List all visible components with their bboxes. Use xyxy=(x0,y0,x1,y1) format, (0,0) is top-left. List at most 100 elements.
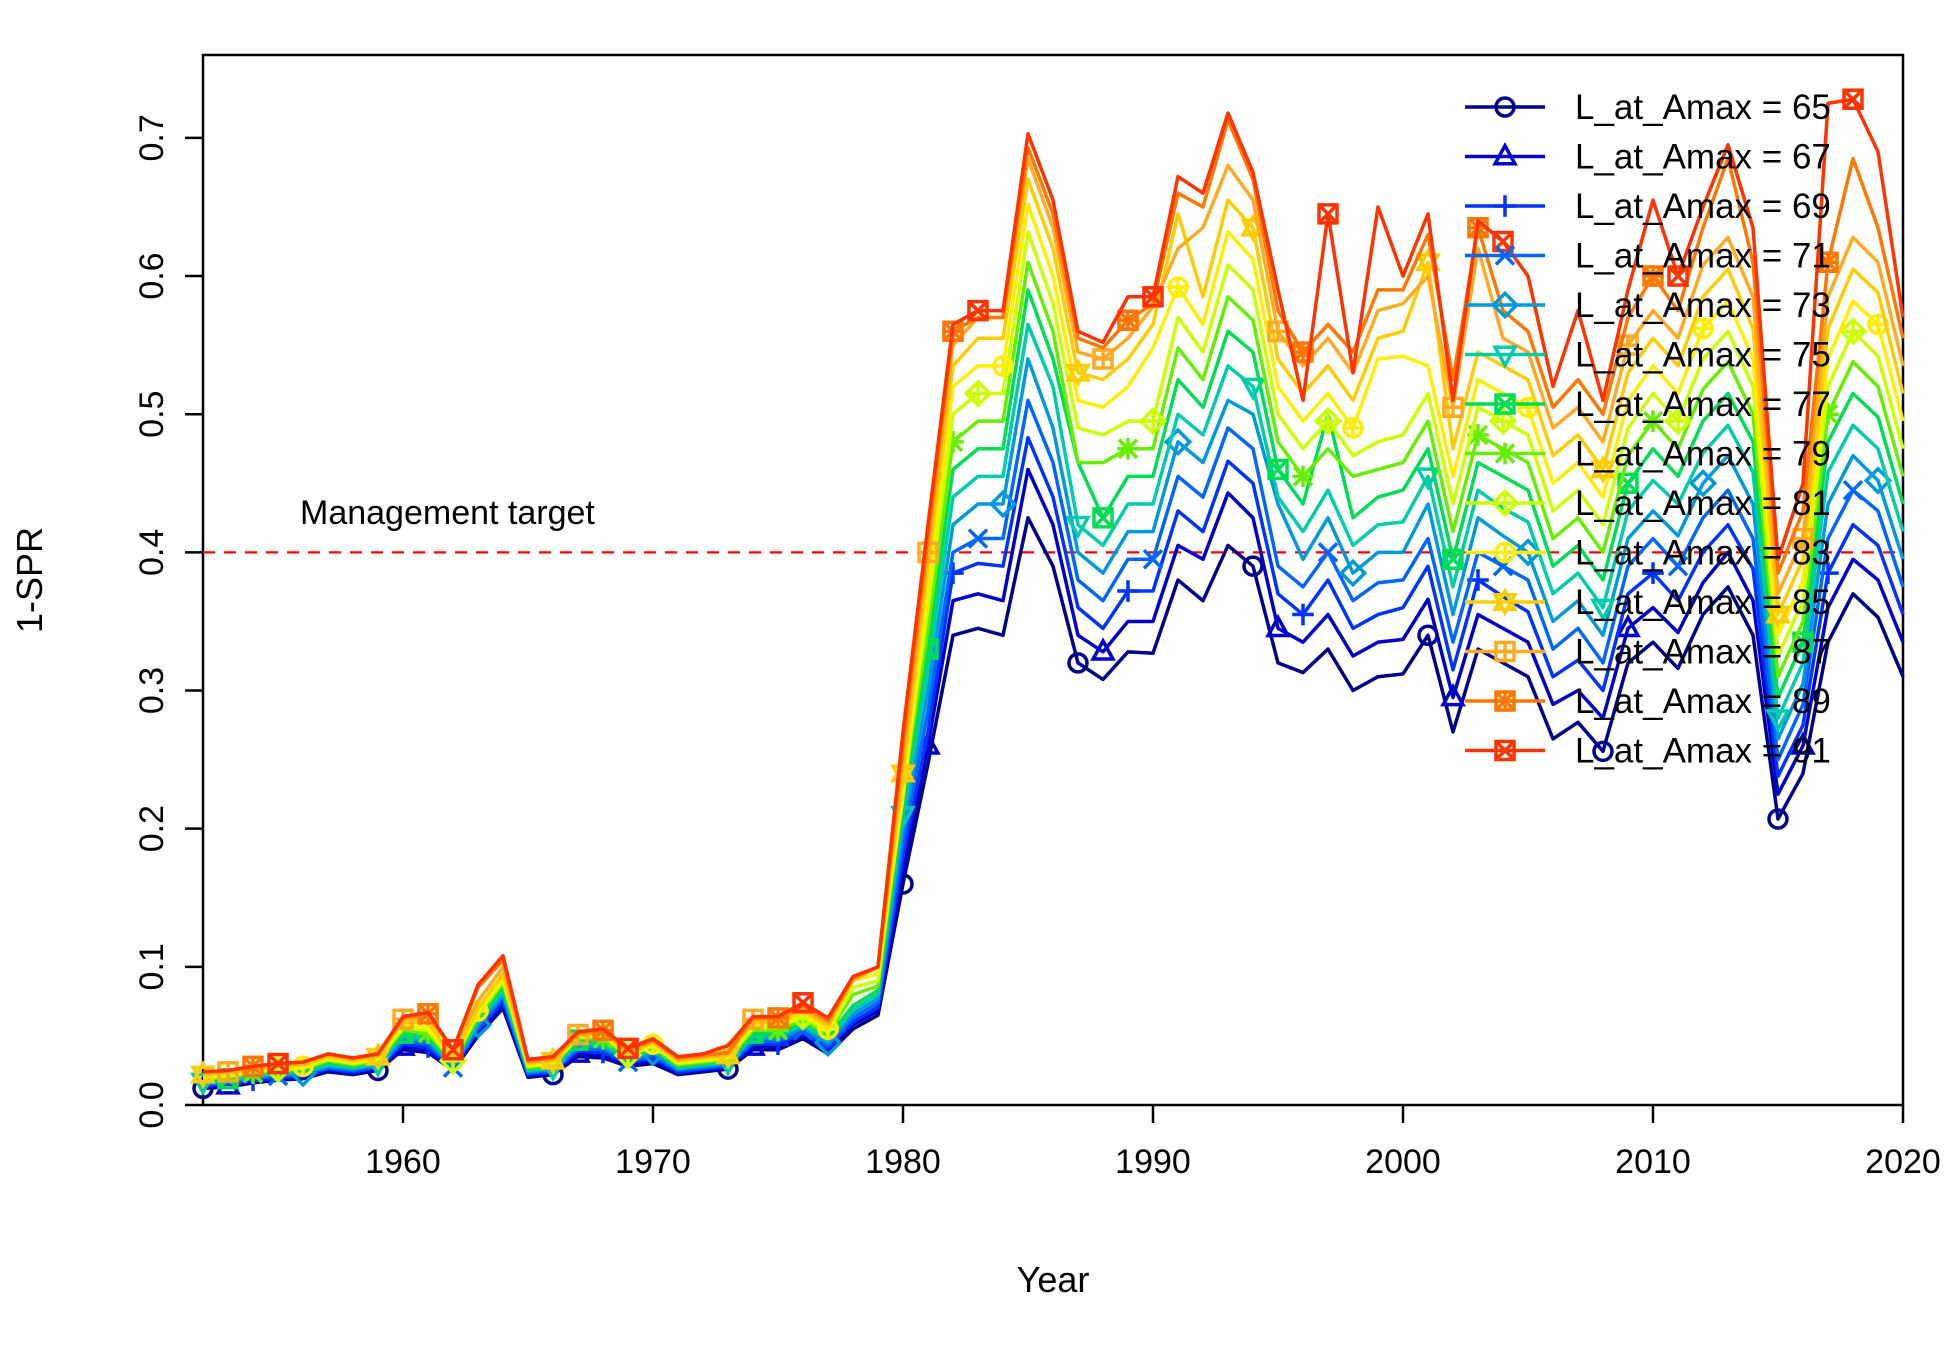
marker-stroke xyxy=(1142,286,1164,308)
marker-square xyxy=(1267,458,1289,481)
data-point xyxy=(1590,455,1616,484)
data-point xyxy=(1342,417,1364,439)
marker-diamond xyxy=(1490,488,1520,518)
data-point xyxy=(1338,558,1368,588)
marker-circle xyxy=(1067,652,1089,674)
marker-square xyxy=(967,299,989,322)
marker-stroke xyxy=(1494,740,1516,761)
legend-label: L_at_Amax = 79 xyxy=(1575,435,1831,474)
marker-square xyxy=(1317,203,1339,225)
marker-square xyxy=(1494,739,1516,762)
data-point xyxy=(1692,317,1714,340)
legend-entry: L_at_Amax = 69 xyxy=(1465,187,1831,226)
marker-diamond xyxy=(813,1028,843,1058)
marker-stroke xyxy=(1817,251,1839,273)
marker-stroke xyxy=(1494,393,1516,415)
data-point xyxy=(1317,542,1339,563)
data-point xyxy=(988,489,1018,519)
marker-stroke xyxy=(267,1053,289,1074)
legend-entry: L_at_Amax = 75 xyxy=(1465,336,1831,375)
data-point xyxy=(792,992,814,1014)
data-point xyxy=(1117,437,1139,460)
marker-triangle xyxy=(1615,613,1641,638)
marker-triangle xyxy=(1065,515,1091,540)
data-point xyxy=(1440,683,1466,707)
legend-label: L_at_Amax = 83 xyxy=(1575,534,1831,573)
marker-triangle xyxy=(1765,605,1791,629)
data-point xyxy=(1317,203,1339,225)
marker-stroke xyxy=(1092,507,1114,529)
marker-stroke xyxy=(1642,410,1664,432)
data-point xyxy=(1138,406,1168,436)
marker-diamond xyxy=(963,379,993,408)
legend-marker xyxy=(1494,393,1516,415)
marker-stroke xyxy=(1267,459,1289,480)
marker-stroke xyxy=(967,300,989,321)
reference-line-label: Management target xyxy=(300,494,595,532)
y-tick-label: 0.4 xyxy=(133,529,171,576)
marker-square xyxy=(267,1052,289,1075)
marker-diamond xyxy=(988,489,1018,519)
data-point xyxy=(1642,562,1664,584)
marker-diamond xyxy=(1138,406,1168,436)
data-point xyxy=(1790,731,1816,755)
legend-entry: L_at_Amax = 81 xyxy=(1465,484,1831,523)
data-point xyxy=(967,528,989,549)
x-tick-label: 2020 xyxy=(1865,1143,1941,1181)
series-line xyxy=(202,118,1905,1074)
legend-marker xyxy=(1490,290,1520,320)
marker-stroke xyxy=(1494,443,1516,464)
series-line xyxy=(202,202,1905,1078)
marker-stroke xyxy=(1842,479,1864,501)
marker-square xyxy=(617,1037,639,1060)
data-point xyxy=(1442,548,1464,571)
marker-stroke xyxy=(967,528,989,549)
marker-triangle xyxy=(1492,142,1518,166)
data-point xyxy=(1765,600,1791,629)
marker-stroke xyxy=(1667,555,1689,577)
marker-triangle xyxy=(540,1051,566,1076)
marker-stroke xyxy=(1842,88,1864,110)
x-tick-label: 2010 xyxy=(1615,1143,1691,1181)
marker-triangle xyxy=(1790,731,1816,755)
legend-label: L_at_Amax = 85 xyxy=(1575,583,1831,622)
marker-triangle xyxy=(1065,363,1091,388)
marker-square xyxy=(1442,548,1464,571)
marker-square xyxy=(1492,230,1514,253)
data-point xyxy=(617,1037,639,1060)
data-point xyxy=(1240,377,1266,402)
marker-triangle xyxy=(1590,460,1616,484)
marker-triangle xyxy=(365,1047,391,1072)
data-point xyxy=(1667,555,1689,577)
data-point xyxy=(1065,515,1091,540)
marker-triangle xyxy=(1440,683,1466,707)
marker-stroke xyxy=(1292,466,1314,487)
data-point xyxy=(1667,265,1689,287)
marker-stroke xyxy=(1442,549,1464,570)
series-line xyxy=(202,97,1905,1074)
x-tick-label: 1970 xyxy=(615,1143,691,1181)
marker-stroke xyxy=(1617,473,1639,494)
marker-circle xyxy=(1494,96,1516,118)
data-point xyxy=(1817,562,1839,584)
legend-marker xyxy=(1490,488,1520,518)
marker-stroke xyxy=(1142,549,1164,570)
x-axis-label: Year xyxy=(1017,1259,1090,1300)
data-point xyxy=(1292,603,1314,626)
data-point xyxy=(1592,740,1614,763)
data-point xyxy=(992,355,1014,377)
data-point xyxy=(1663,406,1693,436)
marker-diamond xyxy=(1688,469,1718,498)
series-group xyxy=(190,88,1905,1100)
legend-marker xyxy=(1494,195,1516,217)
legend-entry: L_at_Amax = 83 xyxy=(1465,534,1831,573)
y-tick-label: 0.1 xyxy=(133,943,171,990)
data-point xyxy=(967,299,989,322)
legend-entry: L_at_Amax = 91 xyxy=(1465,732,1831,771)
legend-marker xyxy=(1492,345,1518,369)
marker-diamond xyxy=(1490,290,1520,320)
data-point xyxy=(1817,251,1839,274)
marker-stroke xyxy=(1642,265,1664,287)
